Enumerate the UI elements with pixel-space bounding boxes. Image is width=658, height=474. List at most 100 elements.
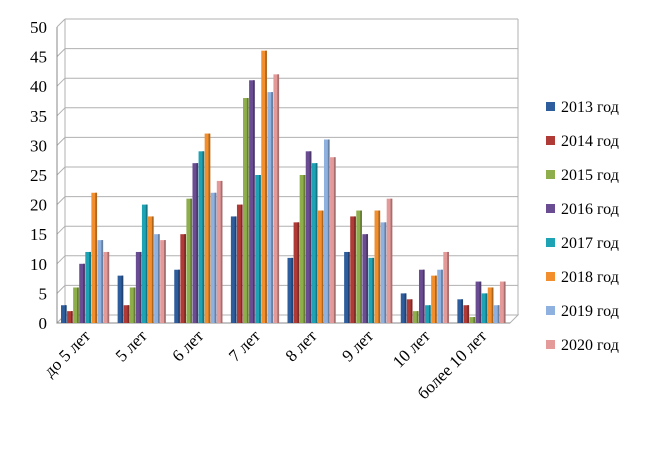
bar-front bbox=[412, 311, 419, 323]
bar-side bbox=[151, 216, 154, 323]
gridline-depth bbox=[56, 196, 66, 205]
bar-front bbox=[350, 216, 356, 323]
bar-side bbox=[491, 287, 494, 323]
bar-front bbox=[311, 163, 318, 323]
bar-front bbox=[97, 240, 103, 323]
bar-side bbox=[208, 133, 211, 323]
x-tick-label: 5 лет bbox=[112, 326, 151, 365]
bar bbox=[330, 157, 336, 323]
bar bbox=[141, 204, 148, 323]
bar-side bbox=[121, 275, 124, 323]
bar-front bbox=[198, 151, 205, 323]
bar bbox=[350, 216, 356, 323]
bar-side bbox=[277, 74, 280, 323]
bar-side bbox=[139, 251, 142, 323]
legend: 2013 год 2014 год 2015 год 2016 год 2017 год… bbox=[546, 99, 619, 354]
bar-side bbox=[410, 299, 413, 323]
bar-front bbox=[230, 216, 237, 323]
bar-front bbox=[249, 80, 255, 323]
gridline-depth bbox=[56, 77, 66, 87]
bar bbox=[97, 240, 104, 323]
bar bbox=[311, 163, 318, 323]
bar bbox=[91, 192, 98, 323]
bar-front bbox=[305, 151, 312, 323]
bar-side bbox=[447, 251, 449, 323]
bar-side bbox=[196, 163, 199, 323]
bar-front bbox=[425, 305, 431, 323]
legend-swatch bbox=[546, 102, 555, 111]
y-tick-labels: 0 5 10 15 20 25 30 35 40 45 50 bbox=[30, 18, 47, 333]
bar bbox=[481, 293, 488, 323]
bar-side bbox=[428, 305, 431, 323]
y-tick-label: 10 bbox=[30, 255, 47, 274]
bar-side bbox=[473, 317, 476, 323]
bar-side bbox=[252, 80, 255, 323]
legend-item: 2014 год bbox=[546, 133, 619, 150]
bar bbox=[148, 216, 154, 323]
bar-front bbox=[79, 263, 85, 323]
bar-front bbox=[431, 275, 437, 323]
x-tick-label: 8 лет bbox=[282, 326, 321, 365]
y-tick-label: 0 bbox=[39, 314, 48, 333]
bar bbox=[287, 257, 294, 323]
legend-item: 2018 год bbox=[546, 269, 619, 286]
bar-front bbox=[499, 281, 506, 323]
bar-side bbox=[497, 305, 500, 323]
bar bbox=[437, 269, 443, 323]
bar-front bbox=[129, 287, 136, 323]
bar bbox=[293, 222, 300, 323]
bar bbox=[469, 317, 476, 323]
bar bbox=[198, 151, 205, 323]
gridline-depth bbox=[56, 107, 66, 117]
bar-front bbox=[386, 198, 393, 323]
bar-front bbox=[148, 216, 154, 323]
legend-swatch bbox=[546, 340, 555, 349]
bar bbox=[380, 222, 387, 323]
bar-side bbox=[157, 234, 160, 323]
bar-side bbox=[303, 175, 306, 323]
bar bbox=[67, 311, 73, 323]
bar-front bbox=[216, 180, 223, 323]
bar bbox=[61, 305, 67, 323]
bar-front bbox=[154, 234, 160, 323]
bar-front bbox=[362, 234, 368, 323]
bar-side bbox=[95, 192, 98, 323]
bar-front bbox=[400, 293, 407, 323]
bar-side bbox=[309, 151, 312, 323]
bar-side bbox=[461, 299, 464, 323]
gridline-depth bbox=[56, 137, 66, 146]
bar bbox=[406, 299, 413, 323]
x-tick-label: 9 лет bbox=[338, 326, 377, 365]
bar-front bbox=[91, 192, 97, 323]
bar-front bbox=[67, 311, 73, 323]
bar bbox=[123, 305, 130, 323]
bar bbox=[249, 80, 255, 323]
bar-front bbox=[180, 234, 186, 323]
bar bbox=[368, 257, 375, 323]
bar-front bbox=[344, 251, 350, 323]
bar-side bbox=[503, 281, 506, 323]
y-tick-label: 45 bbox=[30, 48, 47, 67]
legend-swatch bbox=[546, 272, 555, 281]
bar bbox=[255, 175, 261, 323]
bar-front bbox=[481, 293, 488, 323]
bar bbox=[186, 198, 193, 323]
bar-side bbox=[184, 234, 187, 323]
bar-side bbox=[348, 251, 350, 323]
bar-side bbox=[404, 293, 407, 323]
bar-side bbox=[64, 305, 67, 323]
bar-side bbox=[202, 151, 205, 323]
gridline-depth bbox=[56, 18, 66, 28]
bar-front bbox=[141, 204, 148, 323]
gridline-depth bbox=[56, 166, 66, 176]
bar bbox=[475, 281, 482, 323]
bar-side bbox=[384, 222, 387, 323]
bar-front bbox=[493, 305, 500, 323]
x-tick-label: 6 лет bbox=[168, 326, 207, 365]
bar-side bbox=[101, 240, 104, 323]
bar-front bbox=[418, 269, 425, 323]
bar bbox=[305, 151, 312, 323]
gridline-depth bbox=[56, 255, 66, 265]
bar bbox=[400, 293, 407, 323]
bar-front bbox=[368, 257, 374, 323]
